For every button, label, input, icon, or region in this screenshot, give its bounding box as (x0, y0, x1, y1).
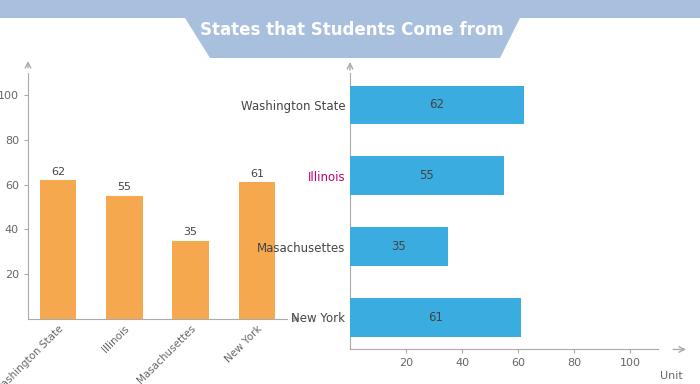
Text: 62: 62 (429, 99, 444, 111)
Bar (350, 86, 524, 124)
Bar (0, 0, 700, 18)
Text: 35: 35 (391, 240, 407, 253)
Text: 61: 61 (428, 311, 443, 324)
Text: States that Students Come from: States that Students Come from (200, 21, 504, 39)
Bar (350, 298, 521, 337)
Bar (350, 227, 448, 266)
Bar (350, 156, 504, 195)
Bar (172, 240, 209, 319)
Text: 62: 62 (51, 167, 65, 177)
X-axis label: Unit: Unit (660, 371, 682, 381)
Text: 35: 35 (183, 227, 197, 237)
Text: 55: 55 (118, 182, 132, 192)
Text: 55: 55 (419, 169, 435, 182)
Bar (239, 182, 275, 319)
Polygon shape (185, 18, 520, 58)
Bar (106, 196, 143, 319)
Text: 61: 61 (250, 169, 264, 179)
Bar (40, 180, 76, 319)
